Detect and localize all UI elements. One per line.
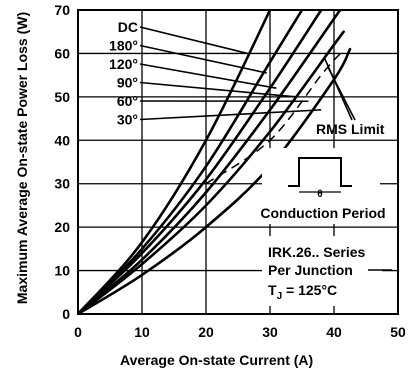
annotation-bg — [262, 148, 380, 224]
curve-leader-0 — [139, 26, 248, 55]
device-junction-label: Per Junction — [268, 262, 353, 278]
y-tick-label: 30 — [54, 176, 70, 192]
x-tick-label: 10 — [134, 324, 150, 340]
conduction-symbol: θ — [317, 189, 322, 200]
curves-group — [78, 10, 352, 314]
curve-leader-2 — [139, 63, 277, 89]
rms-limit-line — [205, 52, 341, 185]
y-tick-label: 70 — [54, 2, 70, 18]
series-line-2 — [78, 10, 323, 314]
series-line-4 — [78, 30, 345, 314]
x-axis-title: Average On-state Current (A) — [120, 352, 314, 368]
curve-leader-3 — [139, 81, 296, 98]
y-tick-label: 40 — [54, 132, 70, 148]
series-line-3 — [78, 10, 342, 314]
plot-frame — [77, 9, 399, 315]
y-tick-label: 0 — [62, 306, 70, 322]
y-tick-label: 60 — [54, 45, 70, 61]
curve-leader-1 — [139, 44, 267, 74]
tj-label: TJ = 125°C — [268, 282, 337, 302]
curve-label-5: 30° — [117, 112, 138, 128]
curve-leader-5 — [139, 109, 322, 121]
device-info-bg — [262, 236, 382, 306]
rms-limit-label: RMS Limit — [316, 121, 385, 137]
curve-label-4: 60° — [117, 93, 138, 109]
curve-label-3: 90° — [117, 75, 138, 91]
x-tick-label: 40 — [326, 324, 342, 340]
curve-label-1: 180° — [109, 38, 138, 54]
x-tick-label: 0 — [74, 324, 82, 340]
y-tick-label: 20 — [54, 219, 70, 235]
x-tick-label: 20 — [198, 324, 214, 340]
series-line-1 — [78, 10, 304, 314]
conduction-period-label: Conduction Period — [260, 205, 385, 221]
y-axis-title: Maximum Average On-state Power Loss (W) — [14, 11, 30, 305]
x-tick-label: 50 — [390, 324, 406, 340]
device-series-label: IRK.26.. Series — [268, 244, 365, 260]
x-tick-label: 30 — [262, 324, 278, 340]
rms-leader-2 — [323, 57, 353, 121]
conduction-waveform — [288, 157, 352, 187]
y-tick-label: 50 — [54, 89, 70, 105]
series-line-0 — [78, 10, 272, 314]
y-tick-label: 10 — [54, 263, 70, 279]
curve-label-0: DC — [118, 19, 138, 35]
curve-label-2: 120° — [109, 56, 138, 72]
